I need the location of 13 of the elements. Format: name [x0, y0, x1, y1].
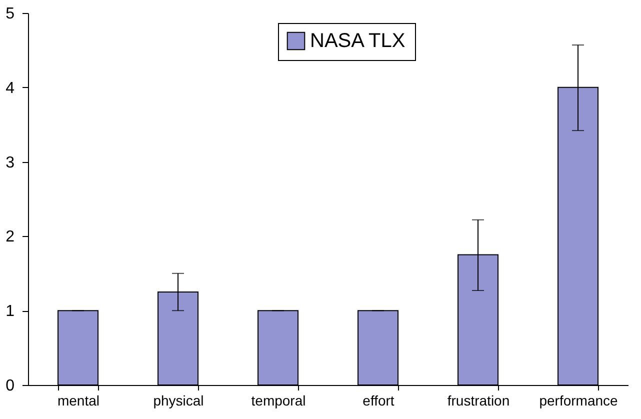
- y-tick-label: 4: [6, 80, 15, 97]
- x-tick-label: temporal: [251, 392, 306, 408]
- x-tick-label: physical: [153, 392, 204, 408]
- y-tick-label: 2: [6, 228, 15, 246]
- x-tick-label: performance: [539, 392, 618, 408]
- x-tick-label: frustration: [447, 392, 510, 408]
- x-tick-label: effort: [362, 392, 394, 408]
- legend-label: NASA TLX: [310, 30, 406, 52]
- x-tick-label: mental: [57, 392, 100, 408]
- y-tick-label: 0: [6, 378, 15, 394]
- y-tick-label: 5: [6, 6, 15, 22]
- y-tick-label: 3: [6, 154, 15, 172]
- y-tick-label: 1: [6, 303, 15, 320]
